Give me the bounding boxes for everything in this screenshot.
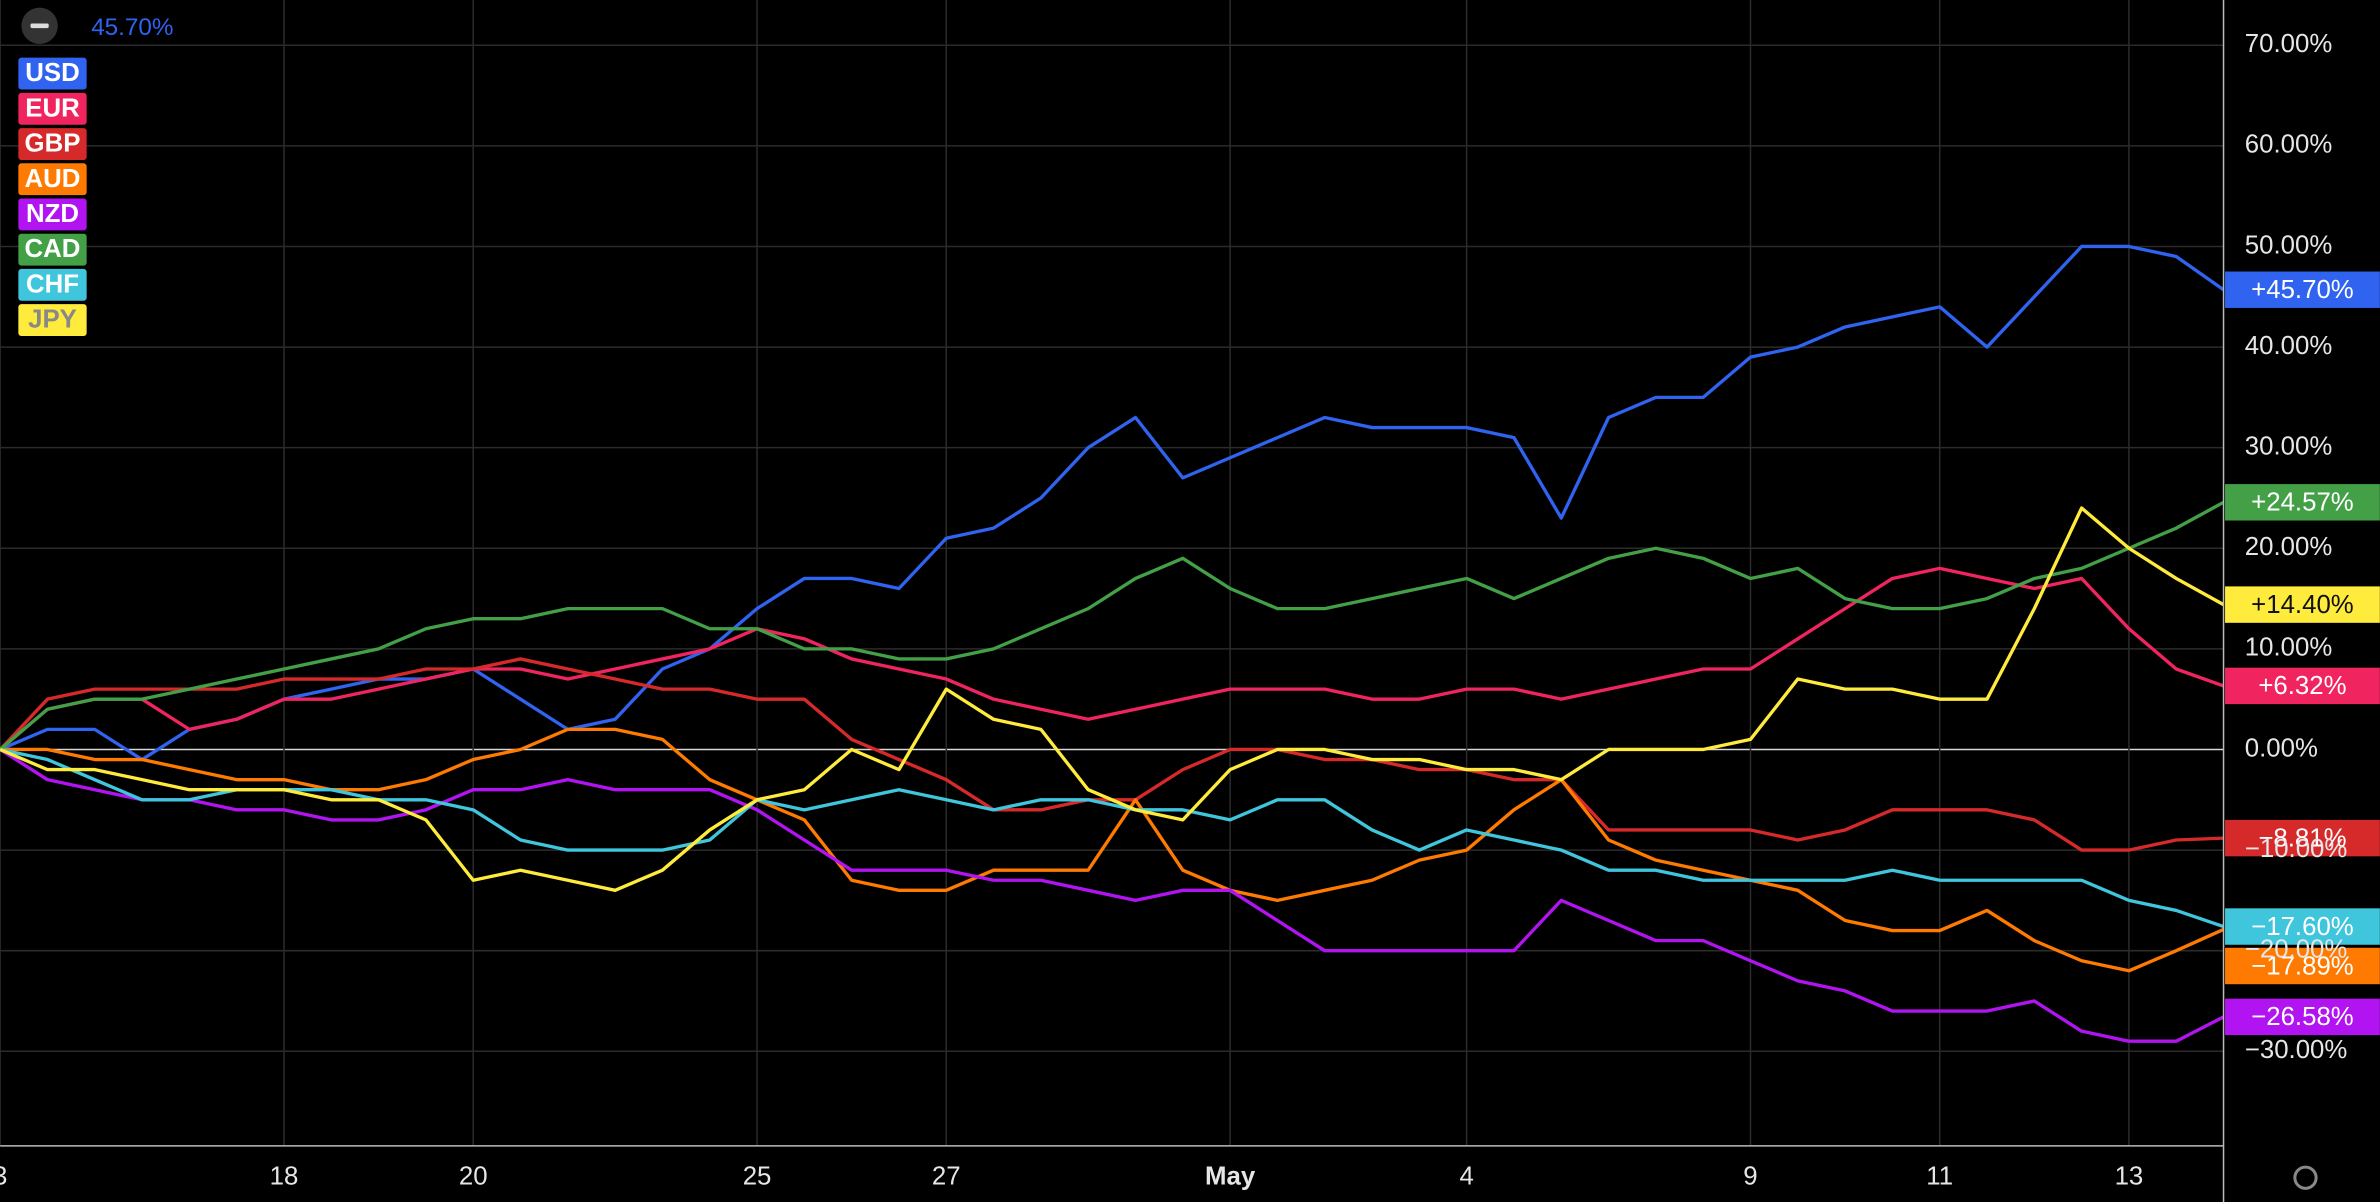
series-line (0, 727, 2225, 973)
x-tick-label: 9 (1743, 1163, 1757, 1191)
y-tick-label: −30.00% (2245, 1036, 2348, 1064)
end-label: −17.89% (2251, 952, 2354, 980)
legend-swatch (18, 163, 87, 196)
legend-label: CAD (25, 235, 81, 263)
end-label: +24.57% (2251, 489, 2354, 517)
end-label: −26.58% (2251, 1003, 2354, 1031)
series-line (0, 566, 2225, 751)
end-label-badge (2225, 819, 2380, 857)
end-label: +6.32% (2258, 672, 2346, 700)
series-line (0, 748, 2225, 1043)
legend-swatch (18, 92, 87, 125)
legend-swatch (18, 304, 87, 337)
end-label-badge (2225, 586, 2380, 623)
y-tick-label: 70.00% (2245, 30, 2333, 58)
legend-swatch (18, 198, 87, 231)
settings-icon[interactable] (2293, 1165, 2318, 1190)
legend-label: CHF (26, 270, 79, 298)
legend-swatch (18, 57, 87, 90)
x-tick-label: 18 (270, 1163, 299, 1191)
y-tick-label: 0.00% (2245, 734, 2318, 762)
end-label-badge (2225, 947, 2380, 985)
legend-label: NZD (26, 200, 79, 228)
legend-label: AUD (25, 165, 81, 193)
legend-swatch (18, 128, 87, 160)
series-line (0, 500, 2225, 751)
header-value: 45.70% (91, 14, 173, 41)
y-tick-label: 30.00% (2245, 432, 2333, 460)
x-tick-label: 25 (743, 1163, 772, 1191)
x-tick-label: 3 (0, 1163, 7, 1191)
y-tick-label: 10.00% (2245, 634, 2333, 662)
end-label-badge (2225, 908, 2380, 945)
end-label: +14.40% (2251, 591, 2354, 619)
x-tick-label: 27 (932, 1163, 961, 1191)
y-tick-label: −10.00% (2245, 835, 2348, 863)
end-label-badge (2225, 667, 2380, 705)
series-line (0, 244, 2225, 762)
x-tick-label: 13 (2115, 1163, 2144, 1191)
legend-label: JPY (28, 306, 77, 334)
y-tick-label: 40.00% (2245, 332, 2333, 360)
collapse-icon-bar (30, 23, 49, 29)
end-labels: +45.70% +24.57% +14.40% +6.32% −8.81% −17.60%… (2225, 271, 2380, 1036)
end-label: −17.60% (2251, 913, 2354, 941)
legend-swatch (18, 268, 87, 301)
collapse-button[interactable] (21, 7, 58, 45)
x-tick-label: May (1205, 1163, 1256, 1191)
end-label: +45.70% (2251, 276, 2354, 304)
x-tick-label: 20 (459, 1163, 488, 1191)
legend-swatch (18, 233, 87, 266)
end-label-badge (2225, 271, 2380, 308)
y-tick-label: −20.00% (2245, 935, 2348, 963)
series-line (0, 506, 2225, 892)
legend: USD EUR GBP AUD NZD CAD CHF JPY (18, 57, 87, 337)
legend-label: USD (25, 59, 79, 87)
end-label-badge (2225, 484, 2380, 521)
end-label: −8.81% (2258, 824, 2346, 852)
axis-labels: −30.00% −20.00% −10.00% 0.00% 10.00% 20.00% 30… (0, 30, 2347, 1190)
y-tick-label: 50.00% (2245, 231, 2333, 259)
x-tick-label: 11 (1926, 1163, 1953, 1191)
y-tick-label: 20.00% (2245, 533, 2333, 561)
x-tick-label: 4 (1459, 1163, 1473, 1191)
gear[interactable] (2293, 1165, 2318, 1190)
end-label-badge (2225, 998, 2380, 1036)
plot (0, 244, 2225, 1043)
legend-label: EUR (25, 94, 80, 122)
series-line (0, 747, 2225, 929)
y-tick-label: 60.00% (2245, 131, 2333, 159)
legend-label: GBP (25, 130, 81, 158)
grid (0, 0, 2224, 1146)
